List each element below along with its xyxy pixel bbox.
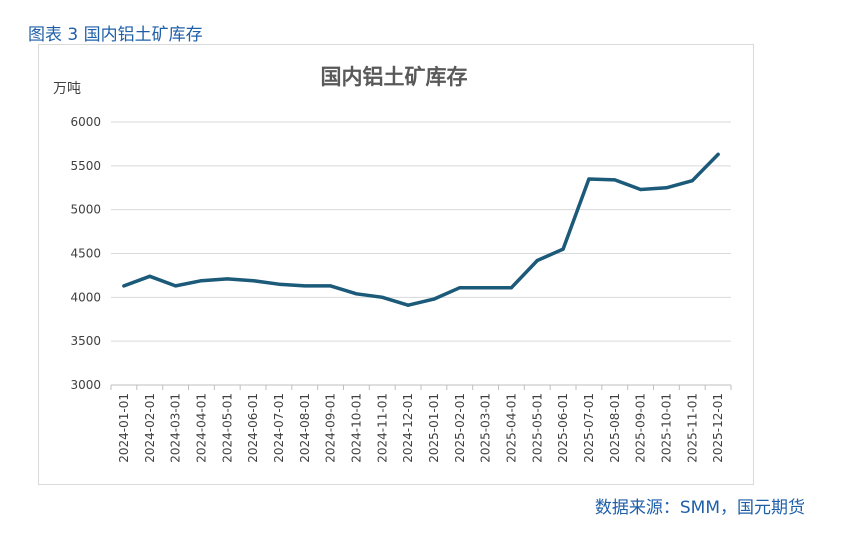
x-tick-label: 2024-08-01 <box>298 393 312 463</box>
x-tick-label: 2025-04-01 <box>504 393 518 463</box>
figure-caption: 图表 3 国内铝土矿库存 <box>28 25 203 45</box>
y-tick-labels: 3000 3500 4000 4500 5000 5500 6000 <box>70 115 101 392</box>
y-tick-label: 3500 <box>70 334 101 348</box>
series-line <box>122 152 720 307</box>
x-tick-label: 2025-10-01 <box>659 393 673 463</box>
x-tick-label: 2024-12-01 <box>401 393 415 463</box>
x-tick-label: 2025-07-01 <box>582 393 596 463</box>
x-tick-label: 2024-04-01 <box>194 393 208 463</box>
x-tick-label: 2025-12-01 <box>711 393 725 463</box>
x-tick-label: 2025-05-01 <box>530 393 544 463</box>
y-tick-label: 3000 <box>70 378 101 392</box>
gridlines <box>111 121 731 342</box>
data-point <box>432 297 436 301</box>
data-point <box>148 274 152 278</box>
data-point <box>122 284 126 288</box>
data-point <box>535 258 539 263</box>
series-line-group <box>122 152 720 307</box>
data-point <box>509 286 514 290</box>
x-tick-label: 2024-07-01 <box>272 393 286 463</box>
data-point <box>277 282 281 286</box>
x-tick-label: 2025-11-01 <box>685 393 699 463</box>
x-tick-label: 2024-06-01 <box>246 393 260 463</box>
x-axis <box>110 384 732 390</box>
x-tick-label: 2024-01-01 <box>117 393 131 463</box>
data-point <box>173 284 178 288</box>
data-point <box>638 187 643 192</box>
data-point <box>354 292 359 296</box>
x-tick-label: 2024-03-01 <box>169 393 183 463</box>
x-tick-label: 2025-02-01 <box>453 393 467 463</box>
data-point <box>303 284 307 288</box>
x-tick-label: 2025-08-01 <box>608 393 622 463</box>
x-tick-label: 2025-03-01 <box>479 393 493 463</box>
x-tick-label: 2024-09-01 <box>324 393 338 463</box>
chart-frame <box>38 44 754 485</box>
x-tick-label: 2024-02-01 <box>143 393 157 463</box>
y-tick-label: 4500 <box>70 247 101 261</box>
x-tick-label: 2024-05-01 <box>220 393 234 463</box>
x-tick-label: 2025-01-01 <box>427 393 441 463</box>
x-tick-label: 2024-11-01 <box>375 393 389 463</box>
x-tick-label: 2024-10-01 <box>349 393 363 463</box>
data-point <box>225 277 229 281</box>
x-tick-label: 2025-09-01 <box>634 393 648 463</box>
data-point <box>587 177 591 181</box>
chart-title: 国内铝土矿库存 <box>320 64 468 89</box>
y-tick-label: 5500 <box>70 159 101 173</box>
data-point <box>380 295 384 299</box>
data-point <box>328 284 333 288</box>
y-tick-label: 4000 <box>70 290 101 304</box>
y-axis-unit-label: 万吨 <box>53 81 81 97</box>
x-tick-labels: 2024-01-01 2024-02-01 2024-03-01 2024-04-01… <box>117 393 725 463</box>
data-point <box>613 178 617 182</box>
y-tick-label: 5000 <box>70 203 101 217</box>
data-point <box>406 303 410 307</box>
data-point <box>664 186 669 190</box>
data-point <box>199 279 204 283</box>
y-tick-label: 6000 <box>70 115 101 129</box>
data-point <box>251 279 255 283</box>
data-point <box>690 179 694 183</box>
source-note: 数据来源：SMM，国元期货 <box>594 498 805 518</box>
x-tick-label: 2025-06-01 <box>556 393 570 463</box>
data-point <box>483 286 488 290</box>
data-point <box>561 247 565 251</box>
data-point <box>458 286 462 290</box>
data-point <box>716 152 720 157</box>
